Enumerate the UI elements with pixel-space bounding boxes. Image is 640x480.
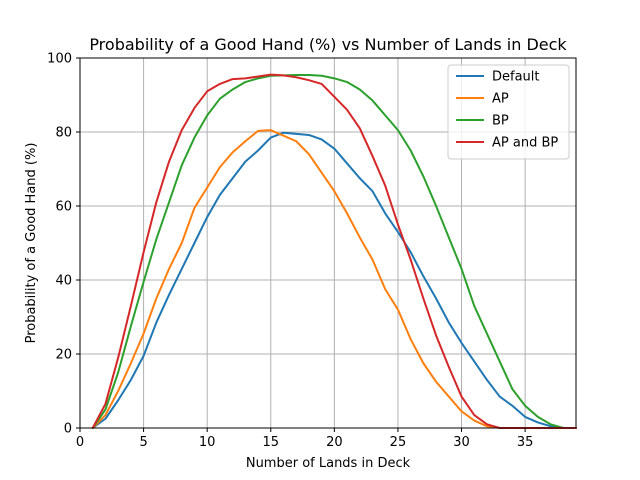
legend-entry-label: Default bbox=[492, 70, 540, 85]
series-line-bp bbox=[91, 74, 577, 429]
tick-layer: 0 5 10 15 20 25 30 35 0 20 40 60 80 100 bbox=[47, 52, 533, 451]
plot-area-frame bbox=[79, 57, 577, 429]
legend-entry-label: AP bbox=[492, 92, 509, 107]
legend-entry-label: AP and BP bbox=[492, 136, 558, 151]
legend-box bbox=[447, 64, 570, 160]
x-tick-label: 5 bbox=[139, 435, 147, 450]
x-axis-label: Number of Lands in Deck bbox=[246, 456, 411, 471]
y-tick-label: 20 bbox=[55, 348, 72, 363]
x-tick-label: 0 bbox=[76, 435, 84, 450]
series-line-default bbox=[91, 131, 577, 429]
legend: Default AP BP AP and BP bbox=[447, 64, 570, 160]
y-tick-label: 40 bbox=[55, 274, 72, 289]
y-tick-label: 100 bbox=[47, 52, 72, 67]
y-tick-label: 80 bbox=[55, 126, 72, 141]
x-tick-label: 25 bbox=[390, 435, 407, 450]
y-tick-label: 60 bbox=[55, 200, 72, 215]
x-tick-label: 20 bbox=[326, 435, 343, 450]
x-tick-label: 30 bbox=[453, 435, 470, 450]
legend-entry-label: BP bbox=[492, 114, 509, 129]
chart-title: Probability of a Good Hand (%) vs Number… bbox=[89, 35, 567, 54]
series-layer bbox=[91, 73, 577, 429]
x-tick-label: 15 bbox=[262, 435, 279, 450]
x-tick-label: 35 bbox=[517, 435, 534, 450]
x-tick-label: 10 bbox=[199, 435, 216, 450]
y-tick-label: 0 bbox=[64, 422, 72, 437]
y-axis-label: Probability of a Good Hand (%) bbox=[24, 143, 39, 344]
series-line-ap-and-bp bbox=[91, 73, 577, 429]
